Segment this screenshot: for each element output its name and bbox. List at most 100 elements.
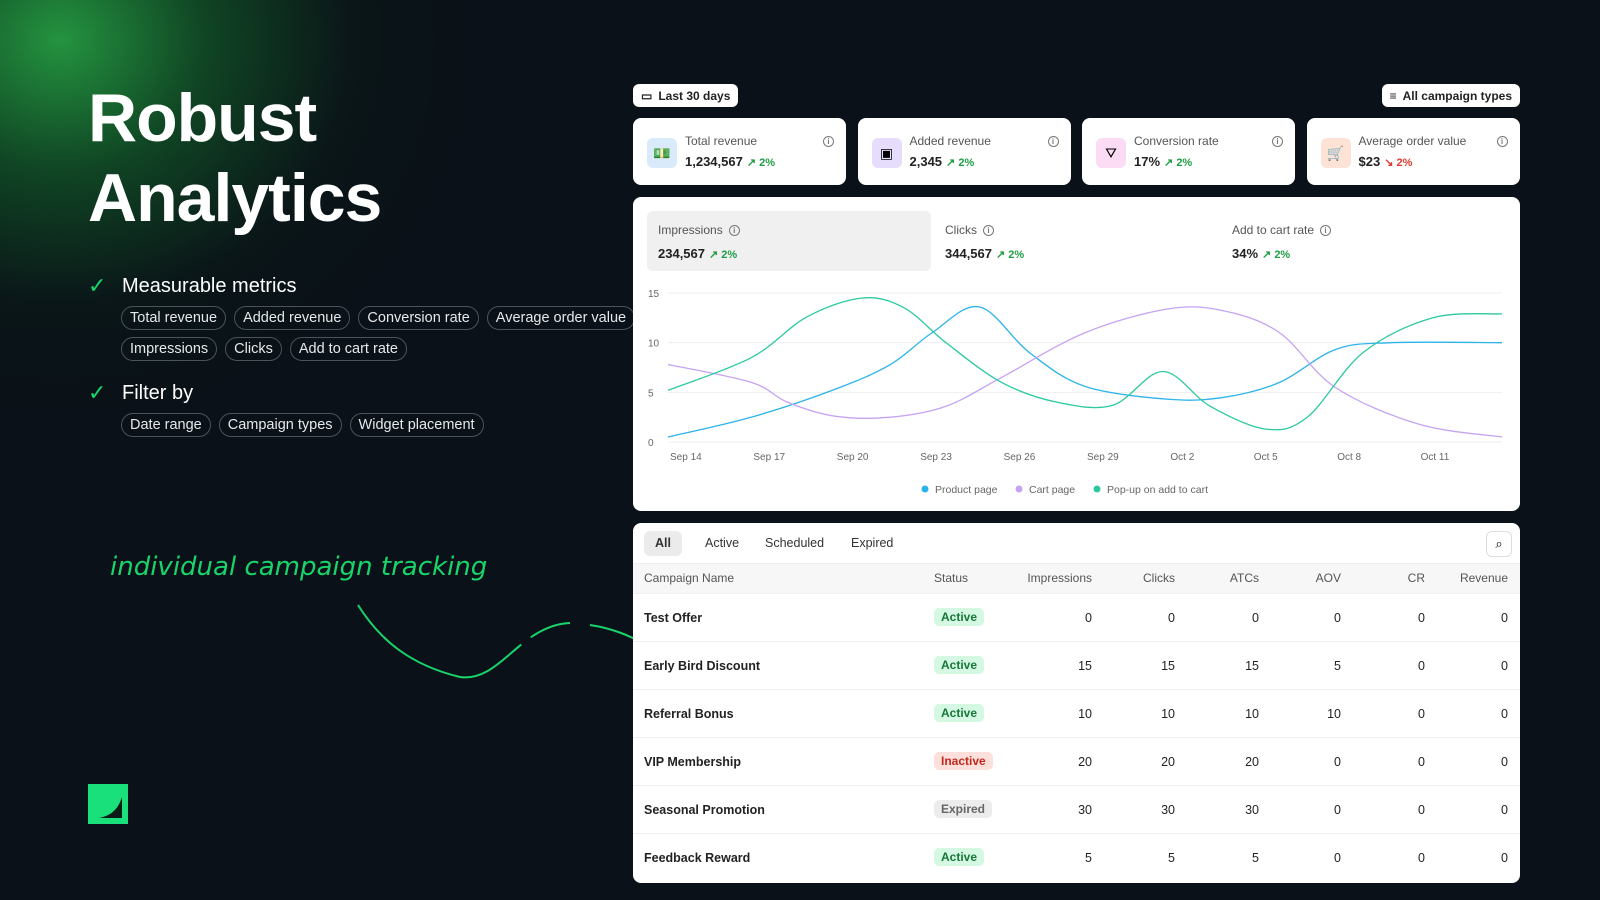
- legend-label[interactable]: Pop-up on add to cart: [1107, 484, 1208, 496]
- pill: Add to cart rate: [289, 337, 407, 361]
- x-tick-label: Oct 2: [1170, 452, 1194, 463]
- cell-value: 0: [1418, 755, 1425, 769]
- cell-value: 15: [1245, 659, 1259, 673]
- legend-marker: [921, 485, 929, 493]
- table-row[interactable]: VIP Membership Inactive 20 20 20 0 0 0: [633, 737, 1520, 785]
- cell-value: 0: [1334, 851, 1341, 865]
- cell-value: 0: [1168, 611, 1175, 625]
- date-range-button[interactable]: ▭ Last 30 days: [633, 84, 739, 107]
- cart-check-icon: 🛒: [1320, 138, 1351, 168]
- x-tick-label: Oct 11: [1421, 452, 1450, 463]
- legend-label[interactable]: Product page: [935, 484, 998, 496]
- cell-value: 10: [1327, 707, 1341, 721]
- x-tick-label: Sep 26: [1004, 452, 1036, 463]
- cell-value: 15: [1161, 659, 1175, 673]
- cell-value: 0: [1334, 755, 1341, 769]
- calendar-icon: ▭: [641, 88, 653, 103]
- kpi-value: 2,345 ↗ 2%: [909, 154, 975, 169]
- column-header: Impressions: [1027, 571, 1092, 585]
- status-badge: Inactive: [934, 752, 993, 770]
- cell-value: 0: [1418, 851, 1425, 865]
- campaign-name: Referral Bonus: [644, 707, 734, 721]
- x-tick-label: Oct 5: [1254, 452, 1278, 463]
- metrics-pills: Total revenue Added revenue Conversion rat…: [121, 306, 636, 330]
- x-tick-label: Sep 29: [1087, 452, 1119, 463]
- table-row[interactable]: Test Offer Active 0 0 0 0 0 0: [633, 593, 1520, 641]
- metric-clicks[interactable]: Clicks i 344,567 ↗ 2%: [945, 223, 1025, 261]
- cell-value: 10: [1245, 707, 1259, 721]
- pill: Impressions: [121, 337, 218, 361]
- kpi-label: Added revenue: [909, 134, 991, 148]
- pill: Average order value: [486, 306, 636, 330]
- table-row[interactable]: Early Bird Discount Active 15 15 15 5 0 0: [633, 641, 1520, 689]
- y-tick-label: 15: [648, 289, 660, 300]
- tab-all[interactable]: All: [644, 531, 682, 556]
- tab-expired[interactable]: Expired: [851, 536, 894, 550]
- banknote-icon: ▣: [871, 138, 902, 168]
- check-icon: ✓: [88, 380, 107, 405]
- table-row[interactable]: Feedback Reward Active 5 5 5 0 0 0: [633, 833, 1520, 881]
- arrow-icon: [357, 604, 650, 679]
- kpi-change: ↗ 2%: [1164, 157, 1193, 169]
- cell-value: 30: [1245, 803, 1259, 817]
- campaign-type-filter-button[interactable]: ≡ All campaign types: [1381, 84, 1520, 107]
- cell-value: 10: [1078, 707, 1092, 721]
- cell-value: 0: [1501, 755, 1508, 769]
- cell-value: 0: [1418, 611, 1425, 625]
- cell-value: 0: [1501, 803, 1508, 817]
- metric-add-to-cart-rate[interactable]: Add to cart rate i 34% ↗ 2%: [1221, 211, 1505, 271]
- legend-marker: [1093, 485, 1101, 493]
- kpi-change: ↘ 2%: [1384, 157, 1413, 169]
- funnel-dollar-icon: ⛛: [1096, 138, 1126, 168]
- column-header: Campaign Name: [644, 571, 735, 585]
- metric-impressions[interactable]: Impressions i 234,567 ↗ 2%: [647, 211, 931, 271]
- info-icon[interactable]: i: [1272, 136, 1283, 147]
- status-badge: Active: [934, 704, 985, 722]
- search-button[interactable]: ⌕: [1486, 531, 1512, 557]
- kpi-value: 1,234,567 ↗ 2%: [685, 154, 776, 169]
- cell-value: 20: [1078, 755, 1092, 769]
- legend-label[interactable]: Cart page: [1029, 484, 1075, 496]
- cell-value: 0: [1418, 803, 1425, 817]
- feature-metrics: ✓ Measurable metrics: [88, 273, 297, 298]
- info-icon[interactable]: i: [1047, 136, 1059, 147]
- cell-value: 0: [1085, 611, 1092, 625]
- status-badge: Expired: [934, 800, 993, 818]
- status-badge: Active: [934, 608, 985, 626]
- status-badge: Active: [934, 848, 985, 866]
- money-stack-icon: 💵: [647, 138, 677, 168]
- kpi-card: 💵 Total revenue 1,234,567 ↗ 2% i: [633, 118, 846, 185]
- column-header: CR: [1407, 571, 1425, 585]
- cell-value: 0: [1418, 659, 1425, 673]
- cell-value: 0: [1501, 659, 1508, 673]
- info-icon[interactable]: i: [1496, 136, 1508, 147]
- pill: Date range: [121, 413, 211, 437]
- check-icon: ✓: [88, 273, 107, 298]
- cell-value: 5: [1168, 851, 1175, 865]
- brand-logo: [88, 784, 128, 824]
- info-icon[interactable]: i: [983, 224, 994, 236]
- x-tick-label: Sep 17: [753, 452, 785, 463]
- table-header: [633, 563, 1520, 593]
- campaign-name: Early Bird Discount: [644, 659, 760, 673]
- column-header: Clicks: [1143, 571, 1175, 585]
- line-chart: 0 5 10 15 Sep 14 Sep 17 Sep 20 Sep 23 Sep 26 Sep …: [648, 289, 1503, 496]
- info-icon[interactable]: i: [1320, 224, 1332, 236]
- cell-value: 5: [1252, 851, 1259, 865]
- tab-scheduled[interactable]: Scheduled: [765, 536, 825, 550]
- cell-value: 5: [1085, 851, 1092, 865]
- cell-value: 0: [1334, 611, 1341, 625]
- table-row[interactable]: Seasonal Promotion Expired 30 30 30 0 0 0: [633, 785, 1520, 833]
- table-row[interactable]: Referral Bonus Active 10 10 10 10 0 0: [633, 689, 1520, 737]
- campaign-table-card: All Active Scheduled Expired ⌕ Campaign Nam…: [633, 523, 1520, 883]
- cell-value: 30: [1161, 803, 1175, 817]
- x-tick-label: Oct 8: [1337, 452, 1361, 463]
- column-header: Revenue: [1459, 571, 1508, 585]
- pill: Widget placement: [349, 413, 484, 437]
- info-icon[interactable]: i: [728, 224, 740, 236]
- info-icon[interactable]: i: [823, 136, 834, 147]
- x-tick-label: Sep 20: [837, 452, 869, 463]
- filter-icon: ≡: [1389, 88, 1397, 103]
- pill: Clicks: [225, 337, 282, 361]
- tab-active[interactable]: Active: [705, 536, 740, 550]
